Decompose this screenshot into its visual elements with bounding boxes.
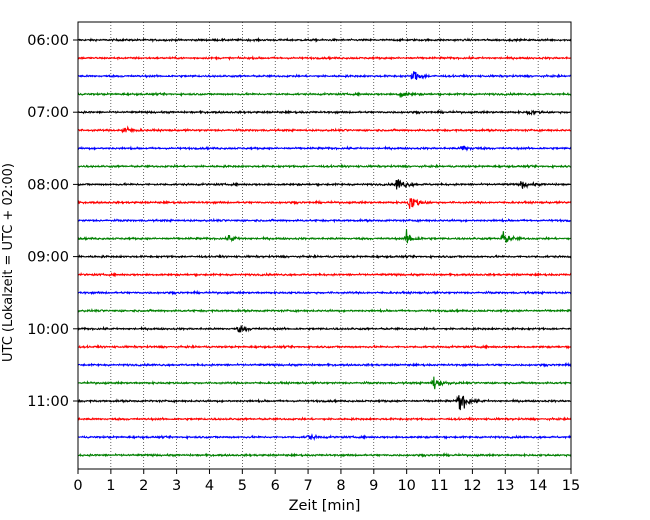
trace-row-11 <box>78 229 571 244</box>
x-tick-label: 12 <box>463 478 481 494</box>
trace-row-21 <box>78 416 571 422</box>
traces <box>78 36 571 458</box>
trace-row-7 <box>78 163 571 170</box>
x-tick-label: 9 <box>369 478 378 494</box>
x-tick-label: 2 <box>139 478 148 494</box>
trace-row-19 <box>78 376 571 390</box>
x-tick-label: 10 <box>397 478 415 494</box>
trace-row-13 <box>78 271 571 278</box>
trace-row-0 <box>78 36 571 43</box>
trace-row-15 <box>78 307 571 314</box>
x-axis-label: Zeit [min] <box>289 498 361 514</box>
trace-row-14 <box>78 289 571 296</box>
x-tick-label: 15 <box>562 478 580 494</box>
x-tick-label: 0 <box>73 478 82 494</box>
trace-row-1 <box>78 55 571 62</box>
x-axis: 0 1 2 3 4 5 6 7 8 9 10 11 12 13 14 15 <box>73 469 580 494</box>
x-tick-label: 14 <box>529 478 547 494</box>
x-tick-label: 1 <box>106 478 115 494</box>
trace-row-3 <box>78 91 571 99</box>
trace-row-9 <box>78 198 571 209</box>
trace-row-10 <box>78 217 571 224</box>
trace-row-5 <box>78 125 571 134</box>
x-tick-label: 4 <box>205 478 214 494</box>
x-tick-label: 8 <box>336 478 345 494</box>
y-tick-label: 10:00 <box>27 322 69 338</box>
x-tick-label: 11 <box>430 478 448 494</box>
y-tick-label: 06:00 <box>27 33 69 49</box>
x-tick-label: 7 <box>303 478 312 494</box>
trace-row-20 <box>78 395 571 411</box>
x-tick-label: 6 <box>271 478 280 494</box>
trace-row-12 <box>78 253 571 260</box>
trace-row-16 <box>78 325 571 333</box>
plot-frame <box>77 21 572 470</box>
y-tick-label: 09:00 <box>27 250 69 266</box>
y-axis: 06:00 07:00 08:00 09:00 10:00 11:00 <box>27 33 78 410</box>
trace-row-4 <box>78 109 571 116</box>
plot-area <box>77 21 572 470</box>
trace-row-17 <box>78 344 571 350</box>
trace-row-22 <box>78 433 571 442</box>
y-tick-label: 07:00 <box>27 105 69 121</box>
trace-row-2 <box>78 71 571 80</box>
trace-row-8 <box>78 179 571 190</box>
x-tick-label: 13 <box>496 478 514 494</box>
trace-row-18 <box>78 361 571 368</box>
x-tick-label: 5 <box>238 478 247 494</box>
x-tick-label: 3 <box>172 478 181 494</box>
trace-row-6 <box>78 145 571 152</box>
y-tick-label: 08:00 <box>27 177 69 193</box>
y-tick-label: 11:00 <box>27 394 69 410</box>
y-axis-label: UTC (Lokalzeit = UTC + 02:00) <box>1 163 16 362</box>
trace-row-23 <box>78 452 571 458</box>
